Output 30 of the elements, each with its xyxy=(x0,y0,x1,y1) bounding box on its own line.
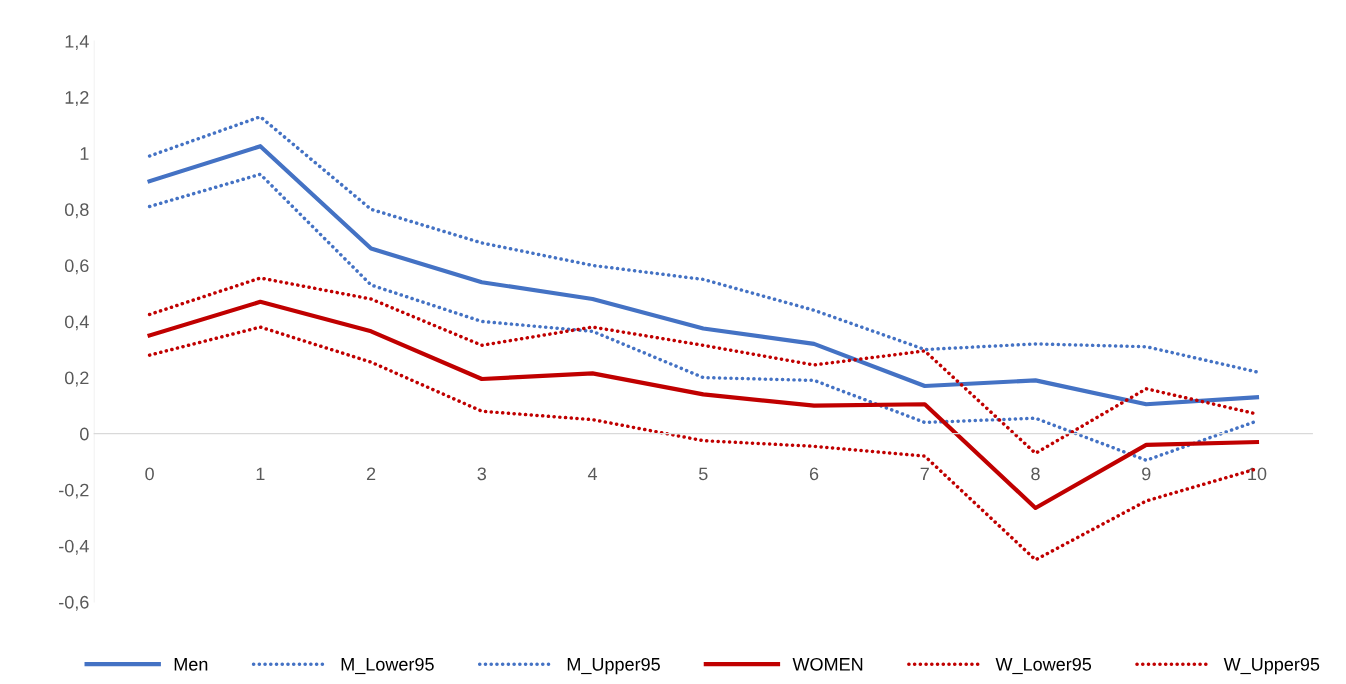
x-tick-label: 8 xyxy=(1031,467,1040,481)
x-tick-label: 5 xyxy=(698,467,708,481)
x-tick-label: 1 xyxy=(256,467,265,481)
y-tick-label: 0 xyxy=(80,427,89,441)
y-tick-label: 1 xyxy=(80,147,89,160)
y-tick-label: 0,6 xyxy=(64,259,89,275)
y-tick-label: 0,2 xyxy=(64,371,89,387)
y-tick-label: 0,8 xyxy=(64,203,89,219)
legend-label: W_Lower95 xyxy=(995,657,1092,675)
legend-label: WOMEN xyxy=(792,657,863,671)
y-tick-label: -0,2 xyxy=(59,483,89,499)
x-tick-label: 6 xyxy=(809,467,819,481)
x-tick-label: 3 xyxy=(477,467,487,481)
line-series xyxy=(147,144,1260,407)
y-tick-label: -0,6 xyxy=(59,595,89,611)
y-tick-label: -0,4 xyxy=(59,539,89,555)
legend-label: Men xyxy=(174,658,208,671)
y-tick-label: 1,4 xyxy=(65,35,89,50)
y-tick-label: 0,4 xyxy=(64,315,89,331)
legend-label: M_Lower95 xyxy=(341,657,434,675)
x-tick-label: 10 xyxy=(1248,467,1267,481)
x-tick-label: 9 xyxy=(1142,467,1151,481)
x-tick-label: 0 xyxy=(145,467,154,481)
y-tick-label: 1,2 xyxy=(65,91,89,106)
legend-label: W_Upper95 xyxy=(1223,657,1320,675)
legend-label: M_Upper95 xyxy=(567,657,660,675)
x-tick-label: 7 xyxy=(920,467,929,481)
x-tick-label: 4 xyxy=(587,467,598,481)
line-series xyxy=(147,115,1259,374)
x-tick-label: 2 xyxy=(366,467,376,481)
